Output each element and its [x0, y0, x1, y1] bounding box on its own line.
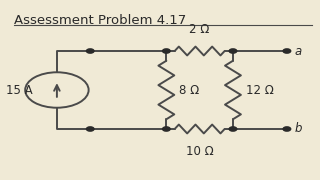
Circle shape	[86, 49, 94, 53]
Text: Assessment Problem 4.17: Assessment Problem 4.17	[14, 14, 186, 27]
Text: 10 Ω: 10 Ω	[186, 145, 213, 158]
Text: a: a	[295, 44, 302, 58]
Circle shape	[163, 49, 170, 53]
Text: 12 Ω: 12 Ω	[246, 84, 274, 96]
Text: b: b	[295, 122, 302, 136]
Text: 8 Ω: 8 Ω	[179, 84, 199, 96]
Circle shape	[283, 127, 291, 131]
Circle shape	[163, 127, 170, 131]
Circle shape	[229, 127, 237, 131]
Text: 15 A: 15 A	[6, 84, 33, 96]
Circle shape	[229, 49, 237, 53]
Text: 2 Ω: 2 Ω	[189, 23, 210, 36]
Circle shape	[283, 49, 291, 53]
Circle shape	[86, 127, 94, 131]
